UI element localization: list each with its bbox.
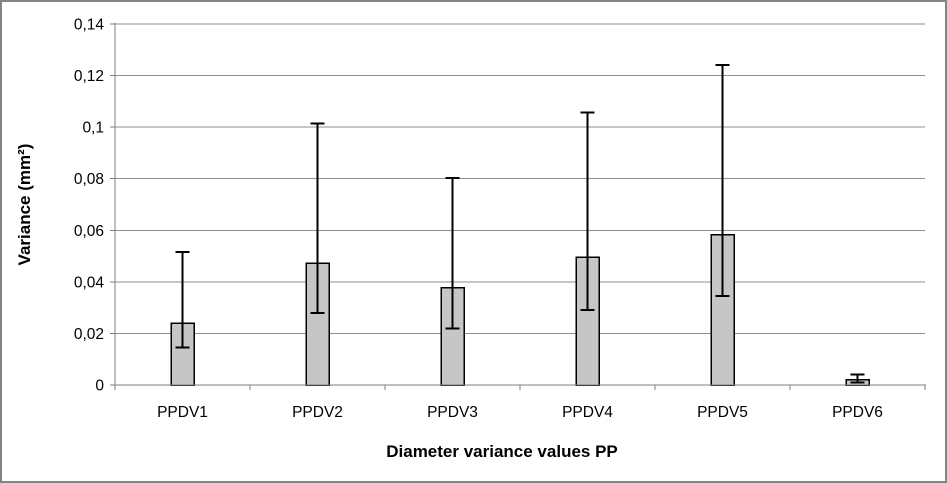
- category-label: PPDV1: [157, 404, 208, 421]
- category-label: PPDV3: [427, 404, 478, 421]
- category-label: PPDV6: [832, 404, 883, 421]
- y-tick-label: 0,02: [74, 326, 104, 343]
- y-tick-label: 0,04: [74, 274, 105, 291]
- x-axis-title: Diameter variance values PP: [386, 442, 618, 461]
- y-tick-label: 0: [95, 378, 104, 395]
- y-tick-label: 0,08: [74, 171, 104, 188]
- y-tick-label: 0,12: [74, 68, 104, 85]
- y-tick-label: 0,06: [74, 223, 104, 240]
- category-label: PPDV4: [562, 404, 613, 421]
- y-tick-label: 0,1: [82, 120, 104, 137]
- y-tick-label: 0,14: [74, 17, 105, 34]
- category-label: PPDV5: [697, 404, 748, 421]
- category-label: PPDV2: [292, 404, 343, 421]
- y-axis-title: Variance (mm²): [15, 144, 34, 266]
